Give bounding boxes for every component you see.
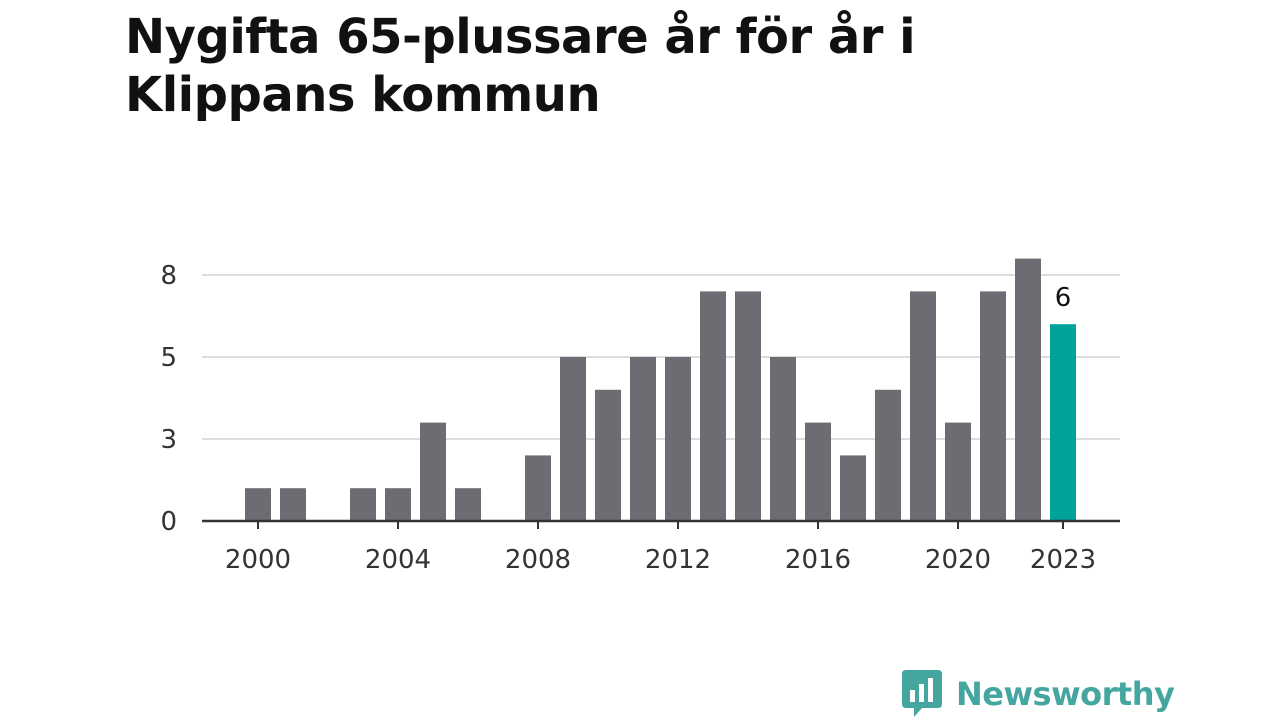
bar-2012 (665, 357, 691, 521)
x-tick-label: 2000 (225, 545, 291, 575)
y-tick-label: 0 (160, 507, 177, 537)
x-tick-label: 2008 (505, 545, 571, 575)
x-tick-label: 2016 (785, 545, 851, 575)
chart-title: Nygifta 65-plussare år för år i Klippans… (125, 9, 916, 123)
bar-2015 (770, 357, 796, 521)
tick-labels: 0 3 5 8 6 2000 2004 2008 2012 2016 2020 2023 (160, 261, 1096, 575)
bar-2019 (910, 291, 936, 521)
x-tick-label: 2004 (365, 545, 431, 575)
bar-2018 (875, 389, 901, 521)
x-tick-label: 2020 (925, 545, 991, 575)
bar-2011 (630, 357, 656, 521)
bar-2013 (700, 291, 726, 521)
bar-2017 (840, 455, 866, 521)
y-tick-label: 8 (160, 261, 177, 291)
bar-2003 (350, 488, 376, 521)
highlight-value-label: 6 (1055, 283, 1072, 313)
bar-2020 (945, 422, 971, 521)
bar-2021 (980, 291, 1006, 521)
bar-2005 (420, 422, 446, 521)
x-axis (202, 519, 1120, 529)
bar-2001 (280, 488, 306, 521)
bar-2010 (595, 389, 621, 521)
bar-2014 (735, 291, 761, 521)
bar-2022 (1015, 258, 1041, 521)
x-tick-label: 2012 (645, 545, 711, 575)
brand-name: Newsworthy (956, 675, 1175, 713)
bar-chart-speech-bubble-icon (902, 670, 942, 717)
bars (245, 258, 1076, 521)
bar-2016 (805, 422, 831, 521)
y-tick-label: 5 (160, 343, 177, 373)
bar-2009 (560, 357, 586, 521)
bar-2004 (385, 488, 411, 521)
bar-2000 (245, 488, 271, 521)
newsworthy-logo: Newsworthy (902, 670, 1175, 718)
bar-2008 (525, 455, 551, 521)
x-tick-label: 2023 (1030, 545, 1096, 575)
bar-highlight-2023 (1050, 324, 1076, 521)
y-tick-label: 3 (160, 425, 177, 455)
bar-2006 (455, 488, 481, 521)
